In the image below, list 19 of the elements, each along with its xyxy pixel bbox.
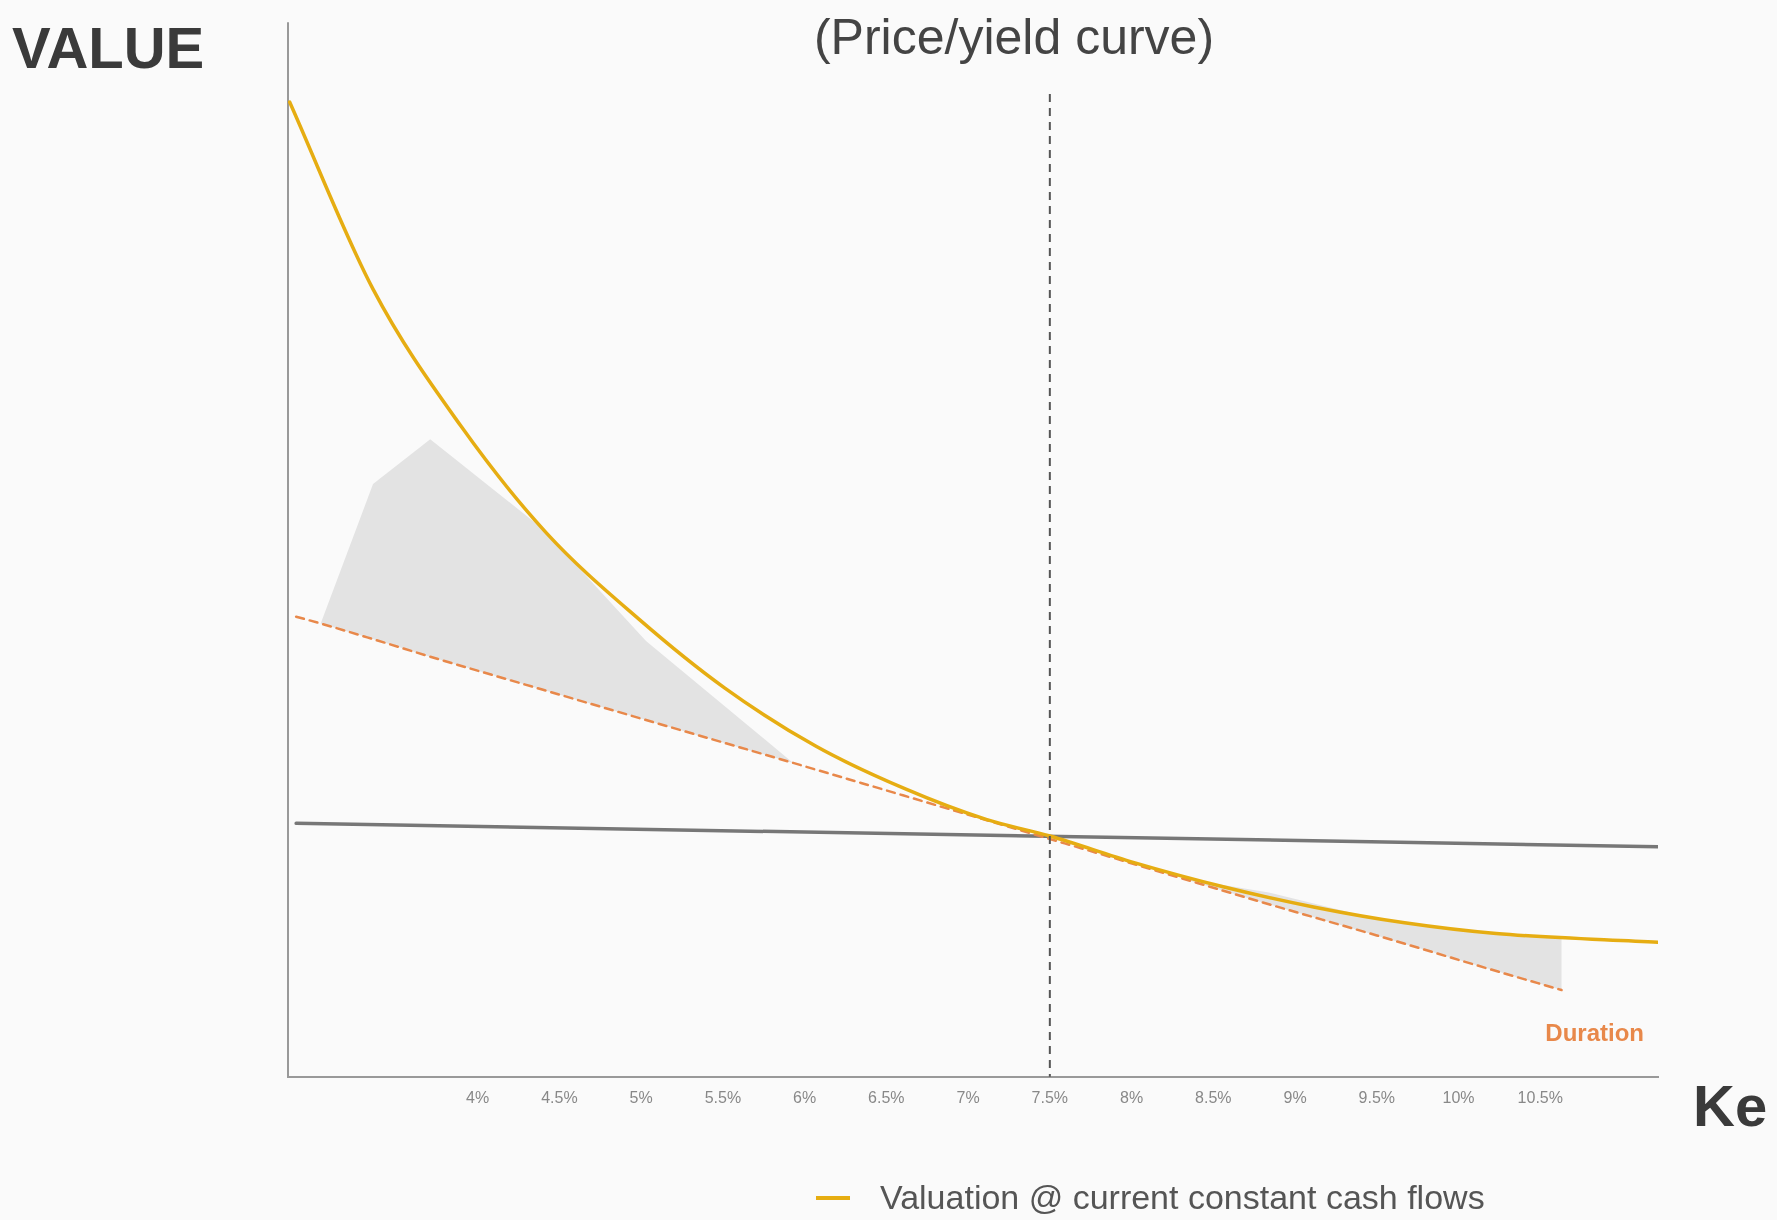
x-tick-label: 6.5% <box>868 1088 905 1106</box>
x-tick-label: 7% <box>956 1088 980 1106</box>
x-tick-label: 6% <box>793 1088 817 1106</box>
x-tick-label: 9% <box>1283 1088 1307 1106</box>
x-tick-label: 8.5% <box>1195 1088 1232 1106</box>
x-tick-label: 4% <box>466 1088 490 1106</box>
y-axis-title: VALUE <box>12 14 205 81</box>
x-tick-label: 10.5% <box>1517 1088 1563 1106</box>
x-tick-label: 5% <box>629 1088 653 1106</box>
chart-title: (Price/yield curve) <box>813 8 1215 66</box>
x-tick-label: 8% <box>1120 1088 1144 1106</box>
x-tick-label: 9.5% <box>1358 1088 1396 1106</box>
x-tick-label: 7.5% <box>1031 1088 1069 1106</box>
x-tick-label: 10% <box>1442 1088 1475 1106</box>
annotation: Duration <box>1545 1019 1644 1047</box>
legend-label: Valuation @ current constant cash flows <box>880 1178 1485 1217</box>
x-axis-title: Ke <box>1693 1072 1768 1139</box>
x-tick-label: 4.5% <box>541 1088 578 1106</box>
x-tick-label: 5.5% <box>704 1088 742 1106</box>
